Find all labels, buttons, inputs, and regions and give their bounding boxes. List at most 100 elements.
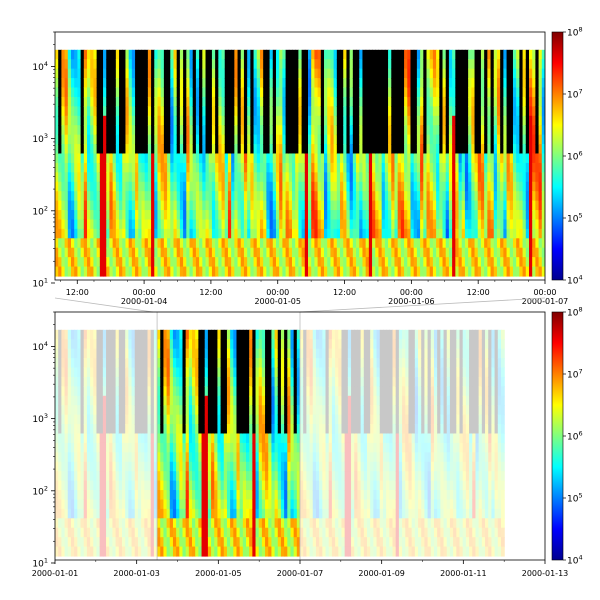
spectrogram-cell — [144, 386, 149, 397]
spectrogram-cell — [429, 87, 434, 98]
spectrogram-cell — [99, 106, 104, 117]
spectrogram-cell — [519, 78, 524, 89]
spectrogram-cell — [131, 191, 136, 202]
spectrogram-cell — [160, 266, 165, 277]
spectrogram-cell — [224, 96, 229, 107]
spectrogram-cell — [471, 106, 476, 117]
spectrogram-cell — [207, 358, 212, 369]
spectrogram-cell — [109, 537, 114, 548]
spectrogram-cell — [359, 200, 364, 211]
spectrogram-cell — [231, 49, 235, 60]
spectrogram-cell — [407, 200, 412, 211]
spectrogram-cell — [538, 219, 543, 230]
spectrogram-cell — [538, 78, 543, 89]
spectrogram-cell — [172, 518, 177, 529]
spectrogram-cell — [83, 452, 88, 463]
spectrogram-cell — [464, 162, 469, 173]
spectrogram-cell — [169, 499, 174, 510]
spectrogram-cell — [109, 367, 114, 378]
spectrogram-cell — [378, 191, 383, 202]
spectrogram-cell — [397, 162, 402, 173]
spectrogram-cell — [77, 452, 82, 463]
spectrogram-cell — [147, 537, 152, 548]
spectrogram-cell — [352, 172, 357, 183]
spectrogram-cell — [141, 78, 146, 89]
spectrogram-cell — [272, 87, 277, 98]
spectrogram-cell — [144, 115, 149, 126]
spectrogram-cell — [86, 386, 91, 397]
spectrogram-cell — [474, 125, 479, 136]
spectrogram-cell — [532, 115, 536, 126]
spectrogram-cell — [474, 257, 479, 268]
spectrogram-cell — [336, 181, 341, 192]
spectrogram-cell — [96, 125, 101, 136]
spectrogram-cell — [83, 546, 88, 557]
spectrogram-cell — [115, 59, 120, 70]
spectrogram-cell — [266, 172, 271, 183]
spectrogram-cell — [112, 59, 117, 70]
spectrogram-cell — [195, 499, 199, 510]
spectrogram-cell — [420, 68, 424, 79]
spectrogram-cell — [522, 115, 527, 126]
spectrogram-cell — [176, 181, 181, 192]
spectrogram-cell — [477, 228, 482, 239]
spectrogram-cell — [282, 115, 287, 126]
x-tick-time: 00:00 — [133, 288, 156, 297]
spectrogram-cell — [153, 518, 158, 529]
spectrogram-cell — [221, 172, 226, 183]
spectrogram-cell — [439, 228, 444, 239]
spectrogram-cell — [61, 162, 66, 173]
spectrogram-cell — [137, 367, 142, 378]
spectrogram-cell — [224, 106, 229, 117]
spectrogram-cell — [410, 78, 415, 89]
spectrogram-cell — [163, 348, 168, 359]
spectrogram-cell — [58, 518, 62, 529]
spectrogram-cell — [496, 49, 501, 60]
spectrogram-cell — [365, 153, 370, 164]
spectrogram-cell — [173, 191, 178, 202]
spectrogram-cell — [112, 191, 117, 202]
spectrogram-cell — [279, 162, 283, 173]
spectrogram-cell — [137, 480, 142, 491]
spectrogram-cell — [201, 424, 206, 435]
spectrogram-cell — [131, 358, 136, 369]
spectrogram-cell — [285, 266, 290, 277]
spectrogram-cell — [144, 228, 149, 239]
spectrogram-cell — [67, 527, 72, 538]
spectrogram-cell — [183, 162, 187, 173]
spectrogram-cell — [64, 266, 69, 277]
spectrogram-cell — [320, 115, 325, 126]
spectrogram-cell — [269, 162, 274, 173]
spectrogram-cell — [519, 68, 524, 79]
spectrogram-cell — [410, 172, 415, 183]
spectrogram-cell — [141, 238, 146, 249]
spectrogram-cell — [455, 181, 460, 192]
spectrogram-cell — [285, 238, 290, 249]
spectrogram-cell — [413, 219, 418, 230]
spectrogram-cell — [93, 106, 98, 117]
spectrogram-cell — [176, 68, 181, 79]
spectrogram-cell — [468, 125, 472, 136]
spectrogram-cell — [243, 247, 248, 258]
spectrogram-cell — [163, 181, 168, 192]
spectrogram-cell — [157, 87, 162, 98]
spectrogram-cell — [207, 499, 212, 510]
spectrogram-cell — [192, 96, 197, 107]
spectrogram-cell — [311, 238, 316, 249]
spectrogram-cell — [192, 191, 197, 202]
spectrogram-cell — [99, 527, 104, 538]
spectrogram-cell — [480, 144, 485, 155]
spectrogram-cell — [275, 266, 280, 277]
spectrogram-cell — [420, 78, 424, 89]
spectrogram-cell — [170, 115, 175, 126]
spectrogram-cell — [506, 59, 511, 70]
spectrogram-cell — [407, 219, 412, 230]
spectrogram-cell — [410, 144, 415, 155]
spectrogram-cell — [247, 172, 251, 183]
spectrogram-cell — [67, 134, 72, 145]
spectrogram-cell — [378, 115, 383, 126]
spectrogram-cell — [93, 395, 98, 406]
spectrogram-cell — [221, 134, 226, 145]
spectrogram-cell — [423, 134, 428, 145]
spectrogram-cell — [93, 266, 98, 277]
